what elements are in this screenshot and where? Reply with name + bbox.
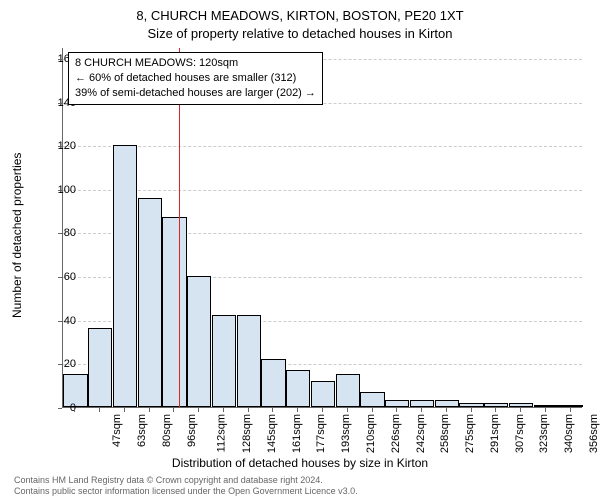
histogram-bar	[212, 315, 236, 407]
y-tick-mark	[58, 364, 62, 365]
histogram-bar	[484, 403, 508, 407]
x-tick-label: 193sqm	[340, 414, 352, 453]
x-tick-label: 161sqm	[291, 414, 303, 453]
x-tick-label: 275sqm	[464, 414, 476, 453]
x-tick-label: 323sqm	[538, 414, 550, 453]
x-tick-label: 258sqm	[439, 414, 451, 453]
x-tick-label: 128sqm	[241, 414, 253, 453]
histogram-bar	[138, 198, 162, 407]
histogram-bar	[410, 400, 434, 407]
histogram-bar	[261, 359, 285, 407]
x-tick-label: 63sqm	[136, 414, 148, 447]
x-tick-mark	[173, 408, 174, 412]
footer-note: Contains HM Land Registry data © Crown c…	[14, 475, 358, 498]
x-tick-mark	[495, 408, 496, 412]
histogram-bar	[435, 400, 459, 407]
x-tick-label: 112sqm	[216, 414, 228, 452]
histogram-bar	[509, 403, 533, 407]
footer-line-2: Contains public sector information licen…	[14, 486, 358, 497]
histogram-bar	[88, 328, 112, 407]
annotation-line: ← 60% of detached houses are smaller (31…	[75, 71, 316, 86]
x-tick-mark	[124, 408, 125, 412]
x-tick-label: 80sqm	[161, 414, 173, 447]
x-tick-mark	[74, 408, 75, 412]
y-tick-mark	[58, 408, 62, 409]
footer-line-1: Contains HM Land Registry data © Crown c…	[14, 475, 358, 486]
y-tick-mark	[58, 277, 62, 278]
x-tick-label: 96sqm	[186, 414, 198, 447]
histogram-bar	[558, 405, 582, 407]
x-tick-label: 242sqm	[415, 414, 427, 453]
annotation-box: 8 CHURCH MEADOWS: 120sqm← 60% of detache…	[68, 52, 323, 105]
grid-line	[63, 146, 582, 147]
histogram-bar	[336, 374, 360, 407]
x-tick-mark	[198, 408, 199, 412]
histogram-bar	[459, 403, 483, 407]
annotation-line: 39% of semi-detached houses are larger (…	[75, 86, 316, 101]
x-tick-mark	[545, 408, 546, 412]
x-tick-mark	[372, 408, 373, 412]
x-tick-label: 177sqm	[316, 414, 328, 453]
x-tick-label: 356sqm	[588, 414, 600, 453]
histogram-bar	[237, 315, 261, 407]
x-tick-label: 340sqm	[563, 414, 575, 453]
x-tick-mark	[272, 408, 273, 412]
histogram-bar	[187, 276, 211, 407]
histogram-bar	[162, 217, 186, 407]
histogram-bar	[385, 400, 409, 407]
annotation-line: 8 CHURCH MEADOWS: 120sqm	[75, 56, 316, 71]
x-tick-label: 145sqm	[266, 414, 278, 453]
histogram-bar	[311, 381, 335, 407]
x-tick-mark	[322, 408, 323, 412]
x-tick-mark	[570, 408, 571, 412]
x-axis-label: Distribution of detached houses by size …	[0, 456, 600, 470]
x-tick-mark	[446, 408, 447, 412]
y-tick-mark	[58, 103, 62, 104]
histogram-bar	[113, 145, 137, 407]
histogram-bar	[286, 370, 310, 407]
y-tick-mark	[58, 321, 62, 322]
x-tick-label: 291sqm	[489, 414, 501, 453]
histogram-bar	[360, 392, 384, 407]
y-tick-mark	[58, 233, 62, 234]
x-tick-mark	[520, 408, 521, 412]
x-tick-mark	[223, 408, 224, 412]
y-tick-mark	[58, 59, 62, 60]
x-tick-mark	[149, 408, 150, 412]
x-tick-mark	[421, 408, 422, 412]
y-axis-label: Number of detached properties	[10, 153, 24, 318]
y-tick-mark	[58, 146, 62, 147]
chart-title-sub: Size of property relative to detached ho…	[0, 26, 600, 41]
x-tick-mark	[347, 408, 348, 412]
x-tick-mark	[297, 408, 298, 412]
x-tick-label: 210sqm	[365, 414, 377, 453]
x-tick-mark	[99, 408, 100, 412]
x-tick-label: 307sqm	[514, 414, 526, 453]
chart-title-main: 8, CHURCH MEADOWS, KIRTON, BOSTON, PE20 …	[0, 8, 600, 23]
y-tick-mark	[58, 190, 62, 191]
histogram-bar	[534, 405, 558, 407]
x-tick-mark	[396, 408, 397, 412]
grid-line	[63, 190, 582, 191]
x-tick-mark	[471, 408, 472, 412]
x-tick-mark	[248, 408, 249, 412]
x-tick-label: 47sqm	[111, 414, 123, 447]
x-tick-label: 226sqm	[390, 414, 402, 453]
